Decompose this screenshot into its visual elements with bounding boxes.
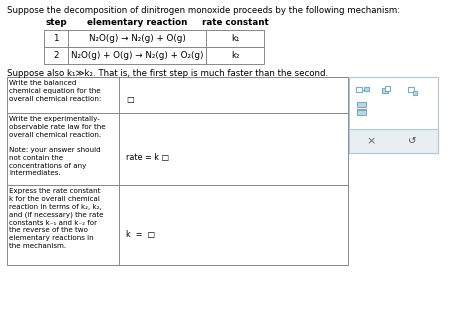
Bar (7, 113, 347, 185)
Text: elementary reaction: elementary reaction (87, 18, 188, 27)
Bar (349, 129, 438, 153)
Text: 2: 2 (53, 51, 59, 60)
Bar (349, 77, 438, 153)
Text: Suppose the decomposition of dinitrogen monoxide proceeds by the following mecha: Suppose the decomposition of dinitrogen … (7, 6, 400, 15)
Bar (408, 87, 414, 92)
Text: rate = k □: rate = k □ (126, 153, 169, 162)
Text: Write the balanced
chemical equation for the
overall chemical reaction:: Write the balanced chemical equation for… (9, 80, 101, 101)
Bar (382, 88, 388, 93)
Text: Write the experimentally-
observable rate law for the
overall chemical reaction.: Write the experimentally- observable rat… (9, 116, 106, 176)
Text: □: □ (126, 95, 134, 104)
Bar (7, 185, 347, 265)
Bar (44, 47, 264, 64)
Text: step: step (45, 18, 67, 27)
Text: Suppose also k₁≫k₂. That is, the first step is much faster than the second.: Suppose also k₁≫k₂. That is, the first s… (7, 69, 328, 78)
Bar (365, 87, 369, 91)
Bar (7, 77, 347, 113)
Bar (44, 30, 264, 47)
Bar (385, 86, 391, 91)
Bar (413, 91, 417, 95)
Text: rate constant: rate constant (202, 18, 269, 27)
Text: ×: × (366, 136, 375, 146)
Text: k₂: k₂ (231, 51, 240, 60)
Text: ↺: ↺ (408, 136, 416, 146)
Bar (357, 110, 366, 115)
Text: 1: 1 (53, 34, 59, 43)
Text: k₁: k₁ (231, 34, 240, 43)
Text: Express the rate constant
k for the overall chemical
reaction in terms of k₂, k₂: Express the rate constant k for the over… (9, 188, 104, 249)
Text: N₂O(g) + O(g) → N₂(g) + O₂(g): N₂O(g) + O(g) → N₂(g) + O₂(g) (71, 51, 203, 60)
Bar (356, 87, 362, 92)
Text: N₂O(g) → N₂(g) + O(g): N₂O(g) → N₂(g) + O(g) (89, 34, 186, 43)
Text: k  =  □: k = □ (126, 230, 155, 239)
Bar (357, 102, 366, 107)
